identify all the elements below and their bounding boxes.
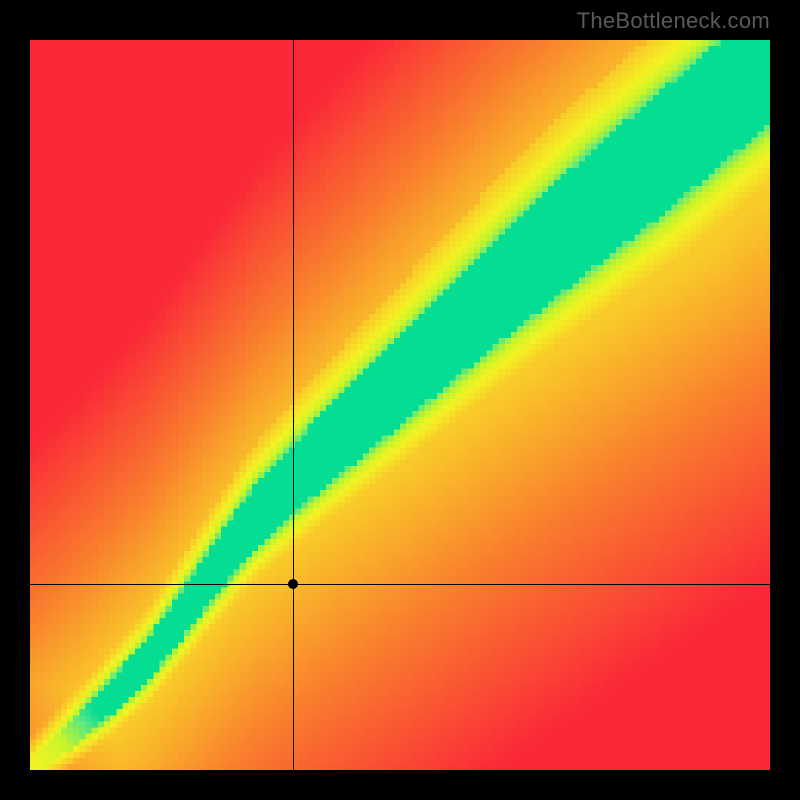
watermark-text: TheBottleneck.com <box>577 8 770 34</box>
heatmap-canvas <box>30 40 770 770</box>
heatmap-plot <box>30 40 770 770</box>
crosshair-vertical <box>293 40 294 770</box>
crosshair-marker <box>288 579 298 589</box>
crosshair-horizontal <box>30 584 770 585</box>
